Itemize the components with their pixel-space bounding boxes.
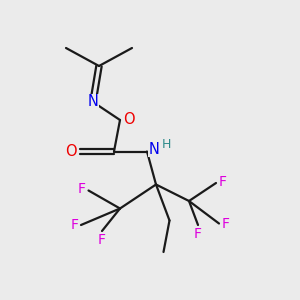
Text: N: N xyxy=(88,94,98,110)
Text: F: F xyxy=(98,233,106,248)
Text: O: O xyxy=(65,144,77,159)
Text: N: N xyxy=(148,142,159,157)
Text: O: O xyxy=(123,112,135,128)
Text: F: F xyxy=(219,175,227,188)
Text: F: F xyxy=(222,217,230,230)
Text: F: F xyxy=(70,218,79,232)
Text: H: H xyxy=(161,137,171,151)
Text: F: F xyxy=(78,182,86,196)
Text: F: F xyxy=(194,227,202,242)
